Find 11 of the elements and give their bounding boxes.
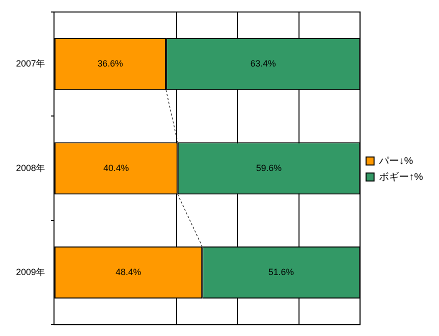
data-label: 36.6% xyxy=(98,58,124,69)
data-label: 63.4% xyxy=(250,58,276,69)
y-tick-label: 2007年 xyxy=(16,58,46,69)
data-label: 40.4% xyxy=(103,162,129,173)
data-label: 59.6% xyxy=(256,162,282,173)
legend-label: パー↓% xyxy=(378,156,414,167)
data-label: 51.6% xyxy=(268,266,294,277)
data-label: 48.4% xyxy=(116,266,142,277)
y-tick-label: 2009年 xyxy=(16,266,46,277)
legend-label: ボギー↑% xyxy=(379,170,424,183)
y-tick-label: 2008年 xyxy=(16,162,46,173)
